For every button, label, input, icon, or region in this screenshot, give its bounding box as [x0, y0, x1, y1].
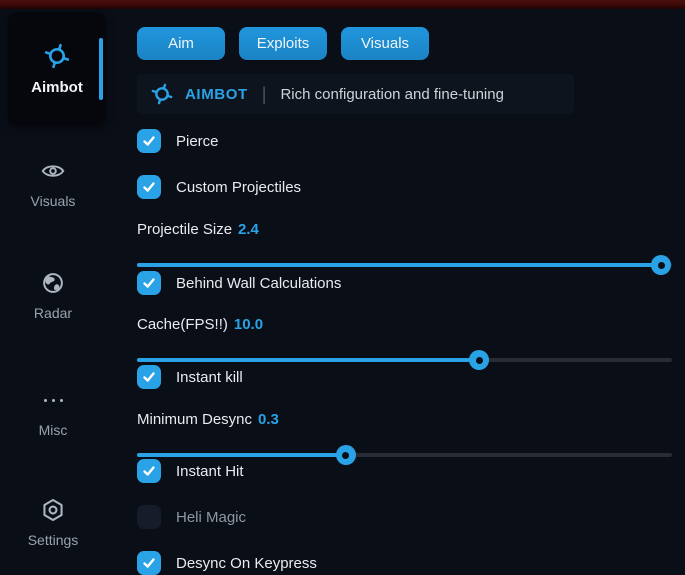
checkbox-box[interactable] [137, 505, 161, 529]
section-header: AIMBOT | Rich configuration and fine-tun… [137, 74, 574, 114]
sidebar-item-label: Misc [38, 422, 68, 438]
checkbox-box[interactable] [137, 271, 161, 295]
slider-track[interactable] [137, 350, 672, 370]
sidebar: Aimbot Visuals Radar Misc [0, 9, 130, 575]
slider-fill[interactable] [137, 255, 672, 275]
sidebar-item-aimbot[interactable]: Aimbot [8, 12, 106, 126]
sidebar-item-misc[interactable]: Misc [0, 387, 106, 438]
slider-track[interactable] [137, 445, 672, 465]
checkbox-instant-kill[interactable]: Instant kill [137, 365, 243, 389]
ellipsis-icon [40, 387, 66, 413]
checkbox-label: Custom Projectiles [176, 178, 302, 196]
checkbox-box[interactable] [137, 459, 161, 483]
main-panel: Aim Exploits Visuals AIMBOT | Rich confi… [137, 0, 672, 575]
checkbox-desync-on-keypress[interactable]: Desync On Keypress [137, 551, 317, 575]
sidebar-item-radar[interactable]: Radar [0, 270, 106, 321]
checkbox-pierce[interactable]: Pierce [137, 129, 219, 153]
check-icon [143, 136, 155, 146]
sidebar-item-label: Aimbot [31, 78, 83, 96]
tab-aim[interactable]: Aim [137, 27, 225, 60]
tab-bar: Aim Exploits Visuals [137, 27, 429, 60]
check-icon [143, 278, 155, 288]
sidebar-item-visuals[interactable]: Visuals [0, 158, 106, 209]
slider-minimum-desync: Minimum Desync 0.3 [137, 411, 672, 465]
gear-icon [40, 497, 66, 523]
check-icon [143, 558, 155, 568]
slider-handle[interactable] [335, 445, 356, 465]
slider-cache-fps: Cache(FPS!!) 10.0 [137, 316, 672, 370]
eye-icon [40, 158, 66, 184]
check-icon [143, 372, 155, 382]
sidebar-item-label: Visuals [30, 193, 76, 209]
globe-icon [40, 270, 66, 296]
checkbox-instant-hit[interactable]: Instant Hit [137, 459, 244, 483]
checkbox-label: Instant kill [176, 368, 243, 386]
slider-value: 0.3 [258, 411, 279, 428]
check-icon [143, 466, 155, 476]
checkbox-box[interactable] [137, 551, 161, 575]
slider-fill[interactable] [137, 445, 356, 465]
slider-handle[interactable] [469, 350, 490, 370]
checkbox-label: Pierce [176, 132, 219, 150]
checkbox-box[interactable] [137, 365, 161, 389]
checkbox-box[interactable] [137, 129, 161, 153]
slider-track-rail[interactable] [137, 453, 672, 457]
section-subtitle: Rich configuration and fine-tuning [280, 85, 504, 103]
header-divider: | [261, 83, 267, 104]
checkbox-label: Heli Magic [176, 508, 247, 526]
slider-fill[interactable] [137, 350, 490, 370]
checkbox-label: Instant Hit [176, 462, 244, 480]
slider-track[interactable] [137, 255, 672, 275]
slider-label: Cache(FPS!!) 10.0 [137, 316, 264, 333]
checkbox-custom-projectiles[interactable]: Custom Projectiles [137, 175, 301, 199]
slider-value: 10.0 [233, 316, 264, 333]
checkbox-label: Behind Wall Calculations [176, 274, 342, 292]
checkbox-heli-magic[interactable]: Heli Magic [137, 505, 246, 529]
tab-exploits[interactable]: Exploits [239, 27, 327, 60]
sidebar-item-label: Radar [33, 305, 73, 321]
slider-projectile-size: Projectile Size 2.4 [137, 221, 672, 275]
slider-label: Minimum Desync 0.3 [137, 411, 279, 428]
crosshair-icon [151, 83, 173, 105]
checkbox-label: Desync On Keypress [176, 554, 317, 572]
top-red-strip [0, 0, 685, 9]
tab-visuals[interactable]: Visuals [341, 27, 429, 60]
section-title: AIMBOT [185, 85, 248, 103]
sidebar-item-settings[interactable]: Settings [0, 497, 106, 548]
slider-label: Projectile Size 2.4 [137, 221, 259, 238]
checkbox-behind-wall[interactable]: Behind Wall Calculations [137, 271, 341, 295]
slider-value: 2.4 [238, 221, 259, 238]
checkbox-box[interactable] [137, 175, 161, 199]
crosshair-icon [44, 43, 70, 69]
sidebar-item-label: Settings [27, 532, 79, 548]
check-icon [143, 182, 155, 192]
slider-handle[interactable] [651, 255, 672, 275]
active-indicator [99, 38, 103, 100]
